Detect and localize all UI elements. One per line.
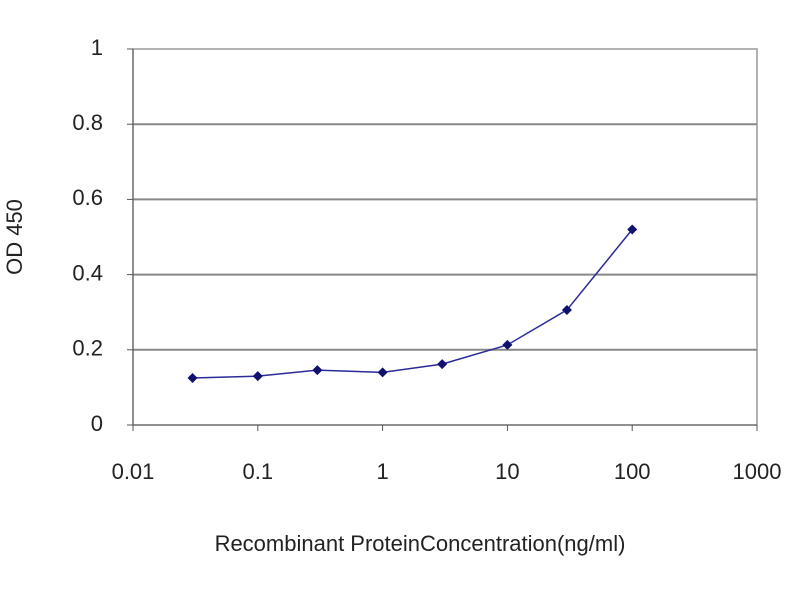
- x-tick-label: 100: [614, 459, 651, 484]
- data-point: [252, 371, 263, 382]
- x-tick-label: 10: [495, 459, 519, 484]
- x-tick-label: 0.1: [243, 459, 274, 484]
- data-point: [437, 359, 448, 370]
- y-axis-label: OD 450: [2, 199, 27, 275]
- y-tick-label: 1: [91, 35, 103, 60]
- y-tick-label: 0: [91, 411, 103, 436]
- data-point: [377, 367, 388, 378]
- x-tick-label: 1: [376, 459, 388, 484]
- y-tick-label: 0.6: [72, 185, 103, 210]
- x-axis-label: Recombinant ProteinConcentration(ng/ml): [215, 531, 626, 556]
- x-tick-label: 1000: [733, 459, 782, 484]
- y-tick-label: 0.2: [72, 336, 103, 361]
- x-tick-label: 0.01: [112, 459, 155, 484]
- series-line: [192, 229, 633, 379]
- y-tick-label: 0.8: [72, 110, 103, 135]
- plot-area: [132, 48, 758, 426]
- data-point: [502, 339, 513, 350]
- data-point: [561, 304, 572, 315]
- data-point: [312, 365, 323, 376]
- y-tick-label: 0.4: [72, 260, 103, 285]
- data-point: [627, 224, 638, 235]
- data-point: [187, 373, 198, 383]
